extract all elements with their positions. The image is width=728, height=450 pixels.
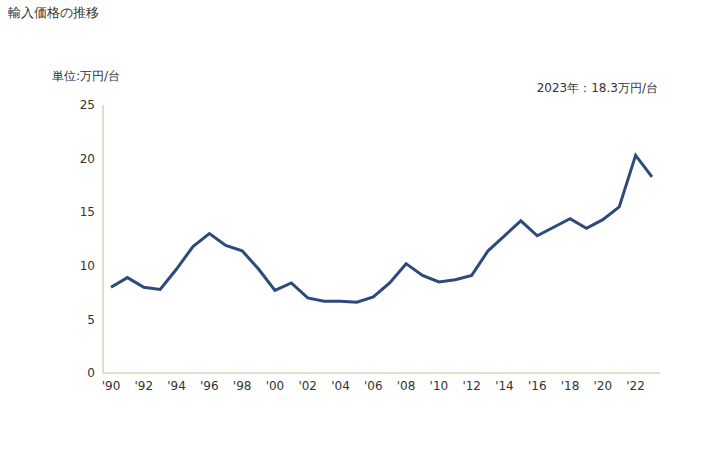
html-text:2023年：18.3万円/台: 2023年：18.3万円/台 — [536, 81, 658, 95]
svg-text:'20: '20 — [594, 379, 613, 393]
svg-text:'00: '00 — [266, 379, 285, 393]
svg-text:20: 20 — [80, 152, 95, 166]
svg-text:'98: '98 — [233, 379, 252, 393]
svg-text:5: 5 — [87, 313, 95, 327]
svg-text:'04: '04 — [331, 379, 350, 393]
svg-text:10: 10 — [80, 259, 95, 273]
svg-text:'06: '06 — [364, 379, 383, 393]
svg-text:'02: '02 — [298, 379, 317, 393]
svg-text:'10: '10 — [430, 379, 449, 393]
svg-text:'94: '94 — [167, 379, 186, 393]
svg-text:'16: '16 — [528, 379, 547, 393]
svg-text:'22: '22 — [626, 379, 645, 393]
svg-text:15: 15 — [80, 205, 95, 219]
svg-text:'14: '14 — [495, 379, 514, 393]
svg-text:'18: '18 — [561, 379, 580, 393]
html-text:輸入価格の推移: 輸入価格の推移 — [8, 5, 99, 20]
svg-text:'90: '90 — [102, 379, 121, 393]
svg-text:25: 25 — [80, 98, 95, 112]
svg-text:'92: '92 — [134, 379, 153, 393]
svg-text:'96: '96 — [200, 379, 219, 393]
svg-text:'08: '08 — [397, 379, 416, 393]
svg-text:0: 0 — [87, 366, 95, 380]
html-text:単位:万円/台: 単位:万円/台 — [52, 69, 121, 83]
svg-text:'12: '12 — [462, 379, 481, 393]
